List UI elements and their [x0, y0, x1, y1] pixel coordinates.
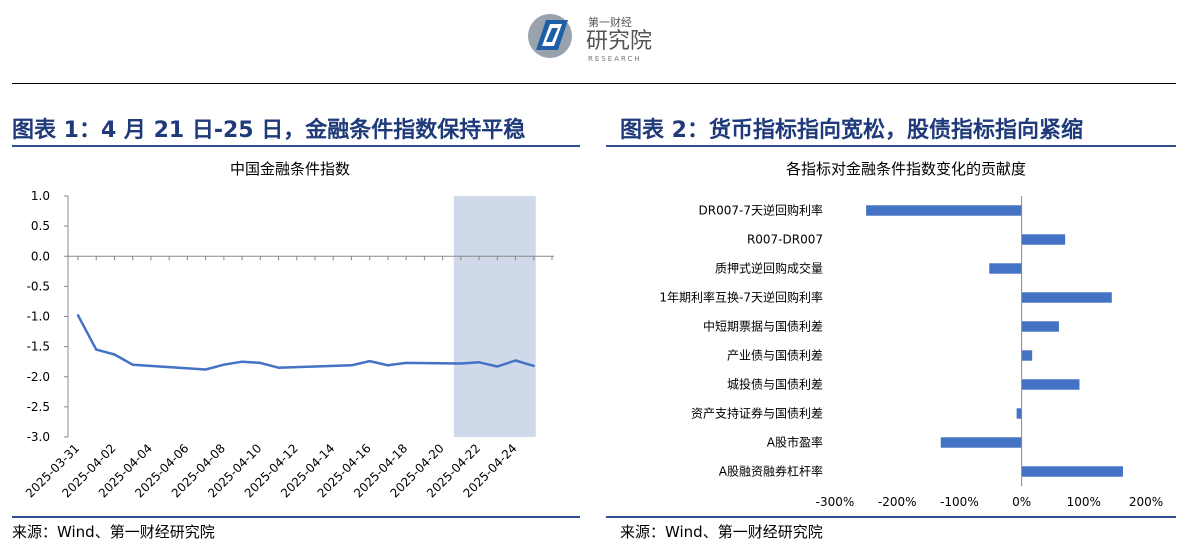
y-tick-label: 0.5: [31, 219, 50, 233]
data-point: [76, 314, 80, 317]
bar: [1021, 466, 1123, 477]
bar: [1016, 408, 1022, 419]
category-label: R007-DR007: [747, 233, 823, 247]
category-label: DR007-7天逆回购利率: [699, 203, 823, 218]
logo-small-text: 第一财经: [588, 15, 632, 29]
data-point: [496, 365, 499, 368]
data-point: [277, 366, 280, 369]
logo: 第一财经 研究院 RESEARCH: [528, 14, 652, 63]
data-point: [459, 362, 463, 365]
y-tick-label: 0.0: [31, 249, 50, 263]
data-point: [113, 353, 116, 356]
y-tick-label: -2.0: [27, 370, 50, 384]
bar: [1021, 234, 1066, 245]
category-label: 产业债与国债利差: [727, 349, 823, 363]
y-tick-label: -1.5: [27, 340, 50, 354]
data-point: [332, 364, 335, 368]
left-title-divider: [12, 145, 580, 147]
data-point: [368, 359, 371, 363]
bar: [989, 263, 1022, 274]
category-label: 质押式逆回购成交量: [715, 261, 823, 276]
category-label: 1年期利率互换-7天逆回购利率: [659, 290, 823, 305]
data-point: [131, 363, 134, 366]
logo-big-text: 研究院: [586, 29, 652, 54]
data-point: [95, 348, 98, 351]
right-title-divider: [606, 145, 1176, 147]
left-panel-title: 图表 1：4 月 21 日-25 日，金融条件指数保持平稳: [12, 118, 526, 143]
category-label: A股市盈率: [767, 435, 823, 450]
y-tick-label: -1.0: [27, 310, 50, 324]
x-tick-label: -100%: [940, 495, 979, 509]
left-source: 来源：Wind、第一财经研究院: [12, 523, 215, 541]
y-tick-label: -2.5: [27, 400, 50, 414]
category-label: A股融资融券杠杆率: [719, 464, 823, 479]
data-point: [259, 361, 262, 365]
bar: [1021, 379, 1080, 390]
y-tick-label: 1.0: [31, 189, 50, 203]
line-chart: 1.00.50.0-0.5-1.0-1.5-2.0-2.5-3.02025-03…: [23, 189, 554, 500]
y-tick-label: -0.5: [27, 279, 50, 293]
x-tick-label: -300%: [816, 495, 855, 509]
y-tick-label: -3.0: [27, 430, 50, 444]
right-source: 来源：Wind、第一财经研究院: [620, 523, 823, 541]
data-point: [240, 360, 244, 363]
bar: [866, 205, 1022, 216]
data-point: [532, 364, 535, 368]
header-divider: [12, 83, 1176, 84]
right-bottom-divider: [606, 516, 1176, 518]
x-tick-label: 100%: [1067, 495, 1101, 509]
category-label: 城投债与国债利差: [727, 377, 823, 392]
bar: [1021, 350, 1033, 361]
left-bottom-divider: [12, 516, 580, 518]
data-point: [386, 364, 390, 367]
right-panel-title: 图表 2：货币指标指向宽松，股债指标指向紧缩: [620, 118, 1083, 143]
data-point: [222, 363, 226, 366]
data-point: [477, 361, 481, 364]
x-tick-label: 200%: [1129, 495, 1163, 509]
line-chart-title: 中国金融条件指数: [229, 160, 350, 178]
highlight-band: [453, 196, 536, 437]
bar: [940, 437, 1022, 448]
logo-sub-text: RESEARCH: [588, 55, 642, 63]
data-point: [514, 359, 517, 362]
data-point: [404, 361, 408, 365]
category-label: 中短期票据与国债利差: [703, 319, 823, 334]
category-label: 资产支持证券与国债利差: [691, 406, 823, 421]
bar: [1021, 321, 1059, 332]
x-tick-label: -200%: [878, 495, 917, 509]
data-point: [204, 368, 207, 371]
bar: [1021, 292, 1112, 303]
x-tick-label: 0%: [1012, 495, 1031, 509]
bar-chart-title: 各指标对金融条件指数变化的贡献度: [785, 160, 1026, 178]
logo-emblem-icon: [528, 14, 572, 58]
data-point: [350, 364, 353, 367]
